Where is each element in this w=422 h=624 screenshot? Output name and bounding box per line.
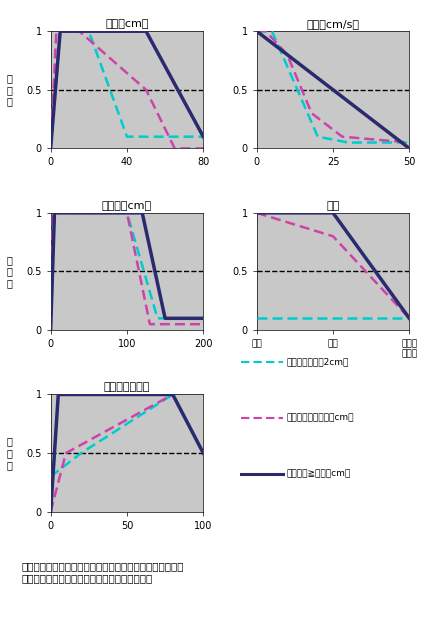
Y-axis label: 適
性
値: 適 性 値 [7, 436, 13, 470]
Title: 水面幅（cm）: 水面幅（cm） [102, 201, 152, 211]
Text: ：稚魚（全長２〜５cm）: ：稚魚（全長２〜５cm） [287, 414, 354, 422]
Text: ：成魚（≧全長５cm）: ：成魚（≧全長５cm） [287, 470, 351, 479]
Title: 底質: 底質 [326, 201, 340, 211]
Text: 図２　タモロコ仔魚、稚魚、成魚の水深、流れ、水面幅、
　　　底質、植生被度に対する生息場適性指数: 図２ タモロコ仔魚、稚魚、成魚の水深、流れ、水面幅、 底質、植生被度に対する生息… [21, 562, 184, 583]
Y-axis label: 適
性
値: 適 性 値 [7, 73, 13, 107]
Text: ：仔魚（＜全長2cm）: ：仔魚（＜全長2cm） [287, 358, 349, 366]
Title: 水深（cm）: 水深（cm） [105, 19, 149, 29]
Title: 植生被度（％）: 植生被度（％） [104, 383, 150, 392]
Title: 流れ（cm/s）: 流れ（cm/s） [306, 19, 360, 29]
Y-axis label: 適
性
値: 適 性 値 [7, 255, 13, 288]
